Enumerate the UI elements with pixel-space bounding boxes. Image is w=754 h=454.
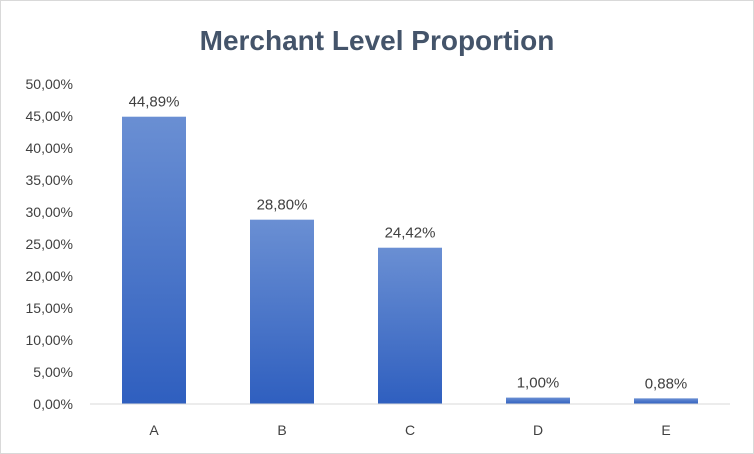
data-label: 44,89% — [129, 94, 180, 111]
chart-title: Merchant Level Proportion — [200, 25, 555, 56]
bar-b — [250, 219, 314, 404]
y-tick-label: 50,00% — [26, 76, 73, 92]
x-tick-label: D — [533, 422, 543, 438]
y-tick-label: 15,00% — [26, 300, 73, 316]
x-tick-label: E — [661, 422, 670, 438]
bar-e — [634, 398, 698, 404]
x-axis: A B C D E — [149, 422, 670, 438]
bar-d — [506, 397, 570, 404]
y-tick-label: 40,00% — [26, 140, 73, 156]
data-label: 28,80% — [257, 197, 308, 214]
y-tick-label: 0,00% — [33, 396, 73, 412]
bars — [122, 116, 698, 404]
data-label: 24,42% — [385, 225, 436, 242]
y-tick-label: 45,00% — [26, 108, 73, 124]
data-label: 0,88% — [645, 375, 688, 392]
data-label: 1,00% — [517, 375, 560, 392]
x-tick-label: C — [405, 422, 415, 438]
y-tick-label: 10,00% — [26, 332, 73, 348]
y-tick-label: 35,00% — [26, 172, 73, 188]
data-labels: 44,89% 28,80% 24,42% 1,00% 0,88% — [129, 94, 688, 393]
y-tick-label: 5,00% — [33, 364, 73, 380]
y-tick-label: 20,00% — [26, 268, 73, 284]
bar-c — [378, 247, 442, 404]
x-tick-label: B — [277, 422, 286, 438]
bar-a — [122, 116, 186, 404]
x-tick-label: A — [149, 422, 159, 438]
y-tick-label: 25,00% — [26, 236, 73, 252]
y-axis: 0,00% 5,00% 10,00% 15,00% 20,00% 25,00% 30,00%… — [26, 76, 73, 412]
y-tick-label: 30,00% — [26, 204, 73, 220]
